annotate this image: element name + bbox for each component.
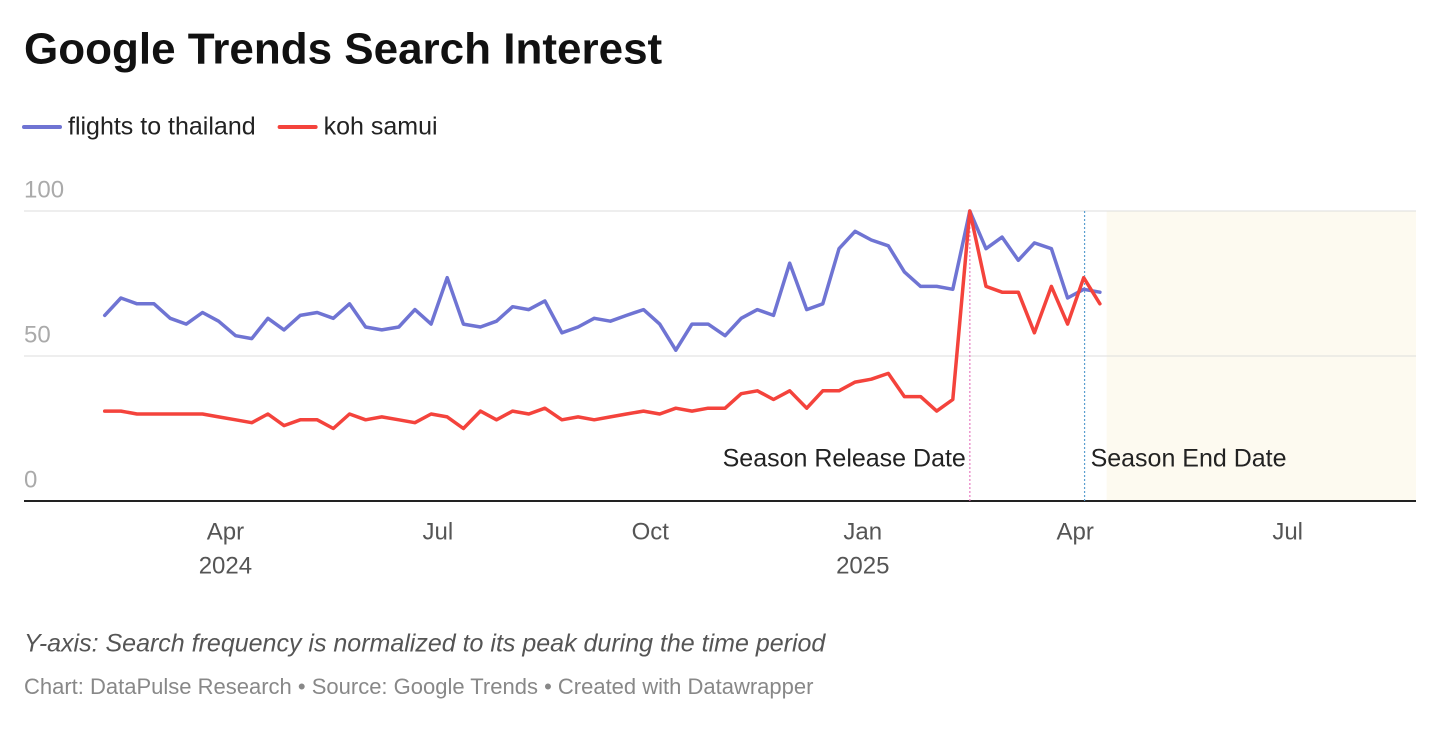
x-tick-label: Oct: [632, 518, 670, 545]
legend: flights to thailand koh samui: [22, 113, 438, 141]
annotation-label: Season Release Date: [723, 445, 966, 473]
x-tick-label: Jul: [1272, 518, 1303, 545]
source: Chart: DataPulse Research • Source: Goog…: [24, 674, 813, 699]
x-tick-year: 2024: [199, 552, 252, 579]
legend-label: koh samui: [324, 113, 438, 141]
series-line: [102, 209, 1102, 352]
note: Y-axis: Search frequency is normalized t…: [24, 630, 826, 658]
legend-label: flights to thailand: [68, 113, 256, 141]
y-tick-label: 100: [24, 176, 64, 203]
x-tick-label: Apr: [207, 518, 244, 545]
x-tick-label: Apr: [1057, 518, 1094, 545]
annotation-label: Season End Date: [1091, 445, 1287, 473]
x-tick-year: 2025: [836, 552, 889, 579]
y-tick-label: 0: [24, 466, 37, 493]
y-tick-label: 50: [24, 321, 51, 348]
series-line: [102, 209, 1102, 431]
x-tick-label: Jul: [423, 518, 454, 545]
x-tick-label: Jan: [843, 518, 882, 545]
chart-title: Google Trends Search Interest: [24, 25, 663, 74]
